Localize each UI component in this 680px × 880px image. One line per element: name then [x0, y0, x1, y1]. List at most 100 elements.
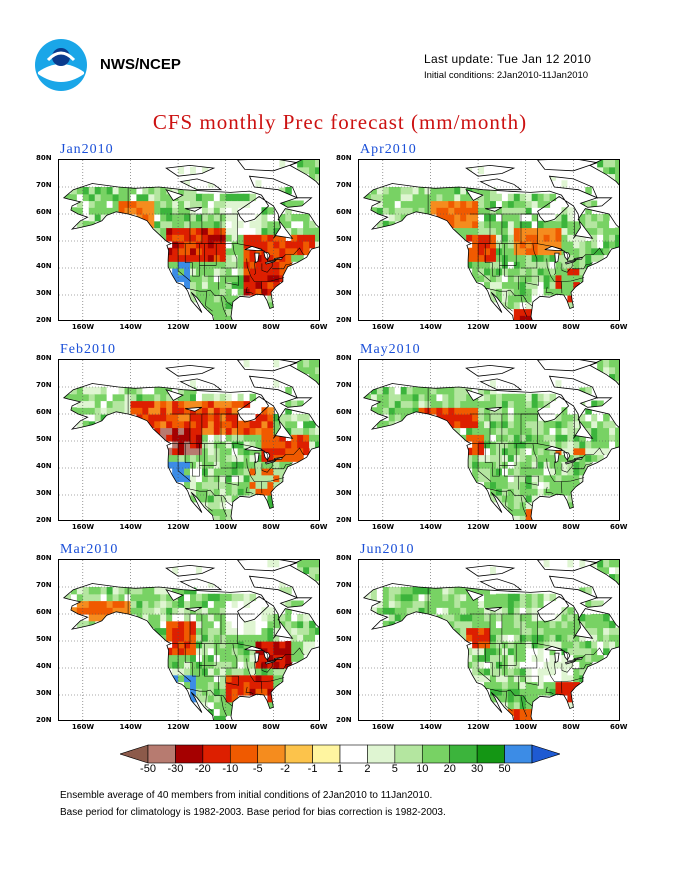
lon-label: 120W — [467, 523, 490, 531]
lon-label: 120W — [167, 523, 190, 531]
lat-label: 30N — [36, 689, 52, 697]
lat-label: 30N — [336, 489, 352, 497]
lon-label: 60W — [610, 723, 628, 731]
panel-title: Feb2010 — [60, 342, 116, 357]
footer-line-2: Base period for climatology is 1982-2003… — [60, 807, 446, 818]
political-borders — [427, 588, 605, 717]
colorbar-tick-label: -10 — [222, 763, 239, 775]
precip-field — [364, 360, 619, 520]
colorbar-swatch — [284, 744, 313, 764]
lon-label: 100W — [214, 323, 238, 331]
page-title: CFS monthly Prec forecast (mm/month) — [152, 110, 528, 134]
colorbar-tick-label: 1 — [336, 763, 344, 775]
colorbar-tick-label: 5 — [391, 763, 398, 775]
lon-label: 120W — [467, 323, 490, 331]
precip-map — [59, 560, 319, 720]
lat-label: 60N — [336, 408, 352, 416]
lat-label: 80N — [336, 354, 352, 362]
lat-label: 70N — [36, 581, 52, 589]
lat-label: 20N — [336, 516, 352, 524]
lon-label: 120W — [467, 723, 490, 731]
lon-label: 140W — [119, 523, 142, 531]
lon-label: 60W — [310, 723, 328, 731]
lat-label: 80N — [36, 154, 52, 162]
lon-label: 80W — [262, 723, 280, 731]
lat-label: 70N — [336, 381, 352, 389]
lat-label: 60N — [336, 608, 352, 616]
lon-label: 60W — [310, 523, 328, 531]
org-label: NWS/NCEP — [100, 56, 181, 73]
colorbar-high-arrow — [531, 744, 560, 764]
lat-label: 80N — [336, 554, 352, 562]
colorbar-tick-label: 30 — [471, 763, 484, 775]
lat-label: 20N — [336, 316, 352, 324]
map-panel — [358, 559, 620, 721]
coastlines — [362, 160, 619, 320]
colorbar-swatch — [476, 744, 505, 764]
lat-label: 50N — [336, 435, 352, 443]
lon-label: 80W — [562, 723, 580, 731]
lat-label: 50N — [336, 235, 352, 243]
lat-label: 60N — [36, 208, 52, 216]
lon-label: 120W — [167, 323, 190, 331]
lat-label: 20N — [36, 516, 52, 524]
precip-field — [64, 560, 319, 720]
lat-label: 40N — [336, 662, 352, 670]
colorbar-swatch — [449, 744, 478, 764]
colorbar-swatch — [504, 744, 533, 764]
colorbar-swatch — [367, 744, 396, 764]
lat-label: 40N — [36, 262, 52, 270]
panel-title: Jan2010 — [60, 142, 114, 157]
colorbar-swatch — [421, 744, 451, 764]
colorbar-swatch — [339, 744, 368, 764]
colorbar-swatch — [147, 744, 176, 764]
map-gridlines — [59, 560, 319, 720]
lon-label: 60W — [610, 523, 628, 531]
coastlines — [362, 560, 619, 720]
lat-label: 70N — [36, 181, 52, 189]
lat-label: 70N — [36, 381, 52, 389]
panel-title: Jun2010 — [360, 542, 415, 557]
colorbar-swatch — [175, 744, 204, 764]
lat-label: 40N — [36, 662, 52, 670]
colorbar-tick-label: 50 — [498, 763, 511, 775]
colorbar-tick-label: -1 — [307, 763, 318, 775]
lon-label: 80W — [562, 323, 580, 331]
panel-title: Apr2010 — [360, 142, 417, 157]
coastlines — [62, 160, 319, 320]
lon-label: 160W — [371, 323, 395, 331]
political-borders — [427, 388, 605, 517]
lat-label: 50N — [36, 235, 52, 243]
coastlines — [62, 560, 319, 720]
lat-label: 30N — [36, 289, 52, 297]
lon-label: 140W — [419, 723, 442, 731]
map-panel — [358, 159, 620, 321]
lon-label: 100W — [514, 723, 538, 731]
lat-label: 60N — [36, 608, 52, 616]
initial-conditions: Initial conditions: 2Jan2010-11Jan2010 — [424, 70, 589, 81]
lat-label: 80N — [36, 554, 52, 562]
lat-label: 50N — [36, 435, 52, 443]
lon-label: 160W — [371, 523, 395, 531]
colorbar — [120, 744, 560, 764]
lon-label: 100W — [514, 323, 538, 331]
map-gridlines — [59, 360, 319, 520]
lat-label: 60N — [36, 408, 52, 416]
lon-label: 60W — [610, 323, 628, 331]
map-gridlines — [359, 360, 619, 520]
lat-label: 70N — [336, 181, 352, 189]
political-borders — [127, 388, 305, 517]
colorbar-tick-label: -2 — [280, 763, 291, 775]
lon-label: 80W — [562, 523, 580, 531]
colorbar-tick-label: 2 — [364, 763, 371, 775]
map-panel — [58, 559, 320, 721]
colorbar-swatch — [394, 744, 423, 764]
lat-label: 40N — [36, 462, 52, 470]
lat-label: 20N — [36, 316, 52, 324]
lat-label: 30N — [336, 289, 352, 297]
lon-label: 140W — [419, 523, 442, 531]
lon-label: 160W — [371, 723, 395, 731]
lon-label: 60W — [310, 323, 328, 331]
lat-label: 80N — [36, 354, 52, 362]
lon-label: 80W — [262, 523, 280, 531]
